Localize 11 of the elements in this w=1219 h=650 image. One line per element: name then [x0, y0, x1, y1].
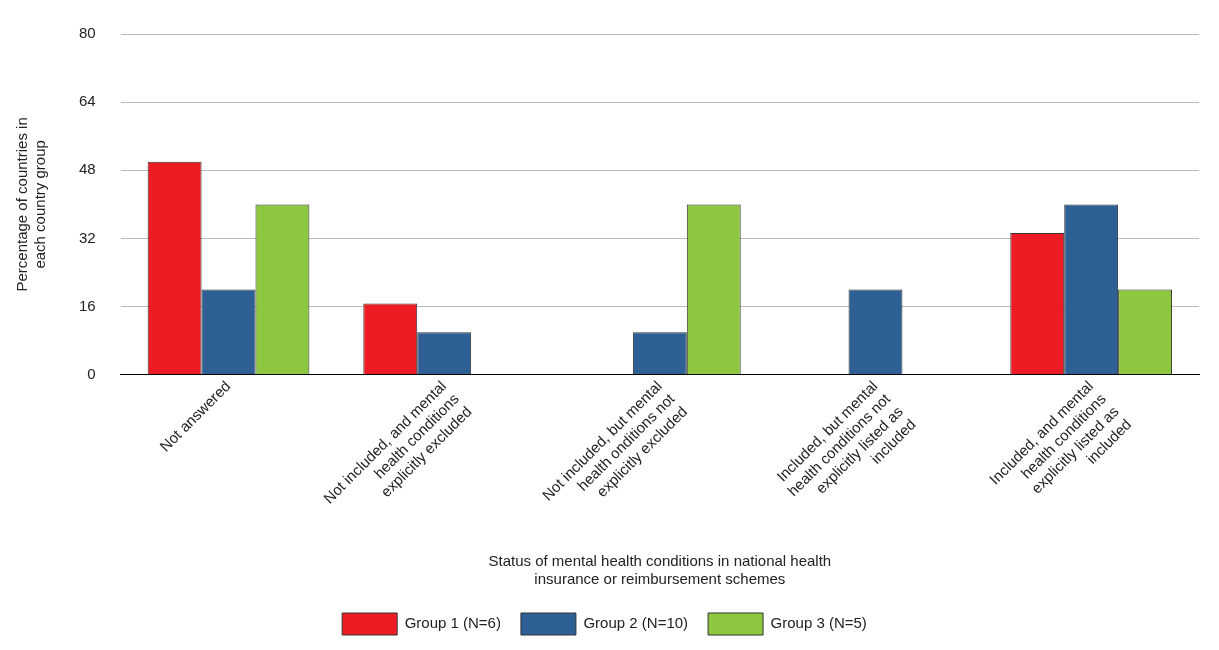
legend-label: Group 2 (N=10)	[583, 614, 689, 632]
legend-label: Group 3 (N=5)	[770, 614, 867, 632]
y-tick-label: 0	[87, 364, 96, 382]
y-tick-label: 32	[79, 228, 96, 246]
y-axis-title: Percentage of countries in each country group	[13, 117, 49, 292]
legend-label: Group 1 (N=6)	[404, 614, 501, 632]
y-tick-label: 16	[79, 296, 96, 314]
y-tick-label: 80	[79, 24, 96, 42]
y-tick-label: 48	[79, 160, 96, 178]
x-axis-title: Status of mental health conditions in national health insurance or reimbursement schemes	[488, 552, 832, 588]
y-tick-label: 64	[79, 92, 96, 110]
